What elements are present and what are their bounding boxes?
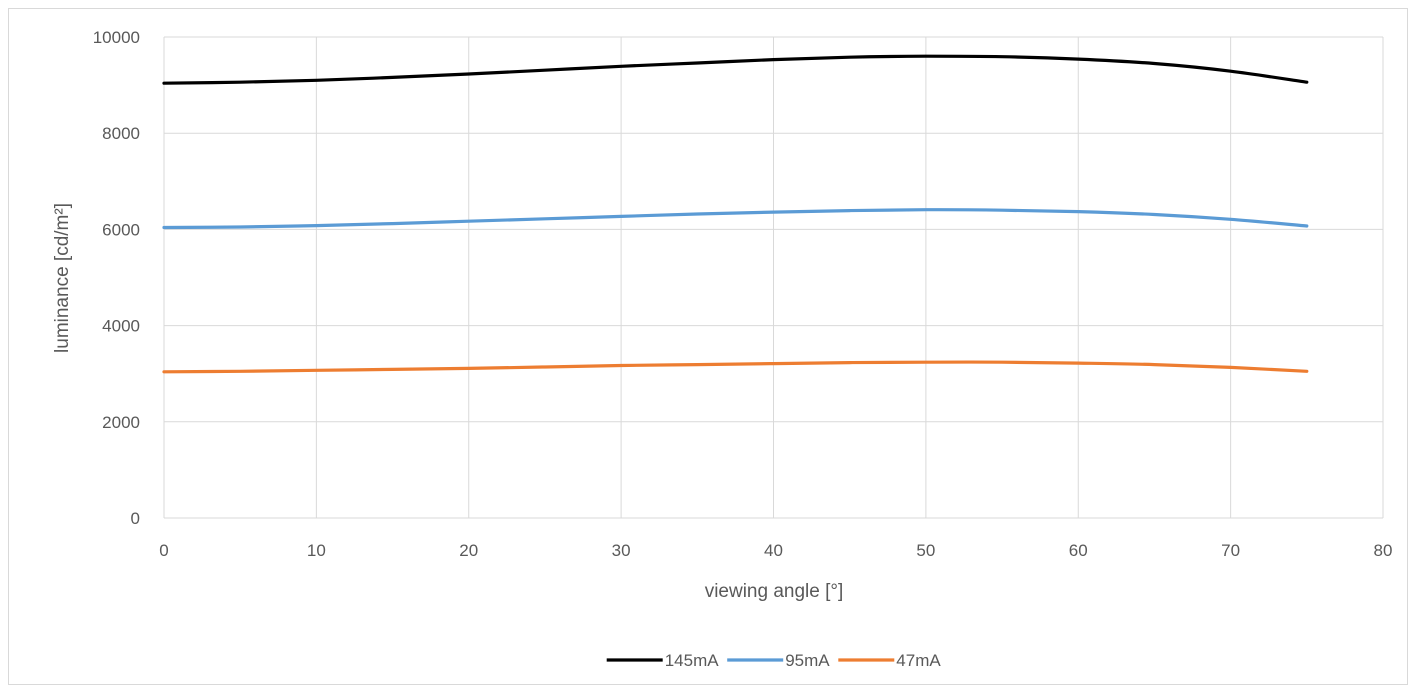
legend-label-95mA: 95mA (785, 651, 830, 670)
y-tick-label-6000: 6000 (102, 220, 140, 239)
x-tick-label-20: 20 (459, 541, 478, 560)
x-tick-label-0: 0 (159, 541, 168, 560)
y-tick-labels: 0 2000 4000 6000 8000 10000 (93, 28, 140, 528)
x-tick-label-50: 50 (916, 541, 935, 560)
legend-label-47mA: 47mA (896, 651, 941, 670)
x-tick-label-80: 80 (1374, 541, 1393, 560)
y-tick-label-10000: 10000 (93, 28, 140, 47)
y-axis-title: luminance [cd/m²] (52, 203, 73, 353)
y-tick-label-8000: 8000 (102, 124, 140, 143)
x-tick-labels: 0 10 20 30 40 50 60 70 80 (159, 541, 1392, 560)
legend: 145mA 95mA 47mA (606, 651, 941, 670)
x-tick-label-40: 40 (764, 541, 783, 560)
legend-item-95mA: 95mA (727, 651, 830, 670)
legend-item-47mA: 47mA (838, 651, 941, 670)
chart-frame (8, 8, 1408, 685)
series-line-47mA (162, 360, 1309, 374)
legend-item-145mA: 145mA (606, 651, 720, 670)
x-axis-title: viewing angle [°] (705, 581, 844, 602)
y-tick-label-2000: 2000 (102, 413, 140, 432)
series-line-145mA (162, 54, 1309, 85)
gridlines (163, 36, 1384, 519)
x-tick-label-10: 10 (307, 541, 326, 560)
y-tick-label-4000: 4000 (102, 317, 140, 336)
x-tick-label-70: 70 (1221, 541, 1240, 560)
legend-label-145mA: 145mA (665, 651, 720, 670)
x-tick-label-60: 60 (1069, 541, 1088, 560)
x-tick-label-30: 30 (612, 541, 631, 560)
y-tick-label-0: 0 (131, 509, 140, 528)
series-lines (162, 54, 1309, 374)
series-line-95mA (162, 208, 1309, 230)
